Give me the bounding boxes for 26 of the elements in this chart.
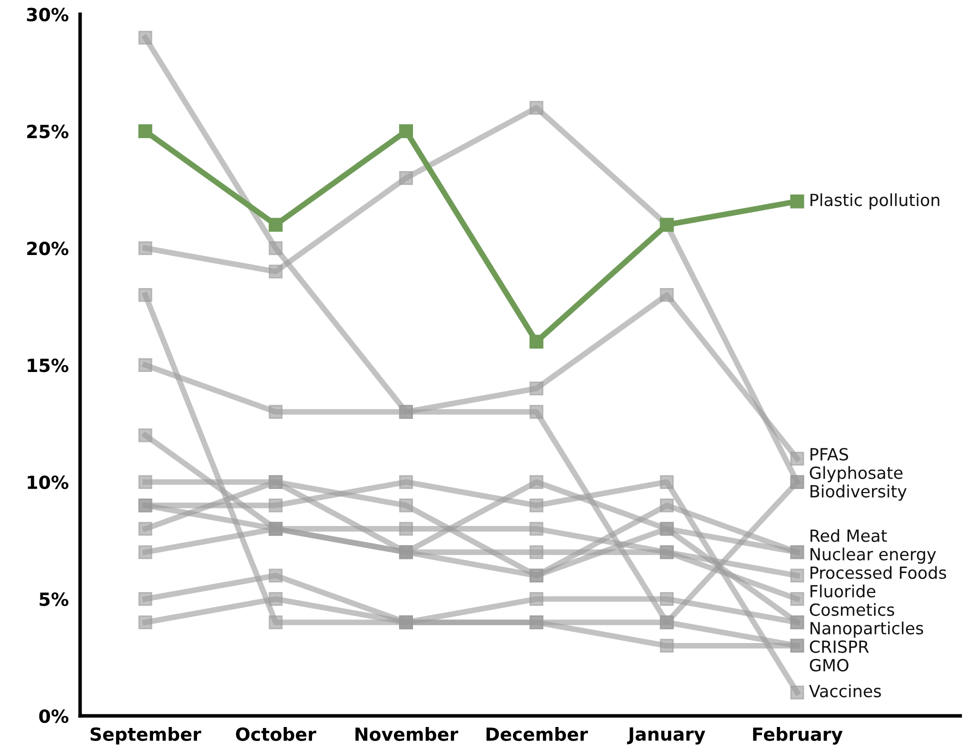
series-label: Nuclear energy [810, 548, 936, 564]
y-tick-label: 25% [27, 124, 68, 138]
series-label: Biodiversity [810, 484, 907, 501]
y-tick-label: 5% [40, 592, 68, 606]
x-tick-label: January [627, 727, 706, 744]
y-tick-label: 30% [26, 8, 68, 22]
x-tick-label: February [753, 727, 843, 745]
x-tick-label: September [90, 727, 202, 744]
y-tick-label: 0% [39, 709, 68, 724]
x-tick-label: October [236, 727, 316, 741]
series-label: Processed Foods [810, 566, 946, 579]
y-tick-label: 15% [28, 358, 68, 372]
series-label: Nanoparticles [810, 622, 924, 638]
x-tick-label: November [356, 727, 458, 741]
series-label: PFAS [810, 448, 848, 461]
series-label: GMO [810, 658, 848, 672]
series-label: CRISPR [810, 640, 869, 653]
x-tick-label: December [486, 727, 588, 741]
series-label: Fluoride [810, 584, 876, 598]
y-tick-label: 20% [27, 242, 68, 256]
series-label: Plastic pollution [810, 193, 940, 210]
y-tick-label: 10% [28, 475, 68, 490]
series-label: Cosmetics [810, 603, 894, 616]
series-label: Red Meat [810, 529, 887, 542]
series-label: Glyphosate [810, 466, 902, 482]
series-label: Vaccines [809, 684, 881, 698]
